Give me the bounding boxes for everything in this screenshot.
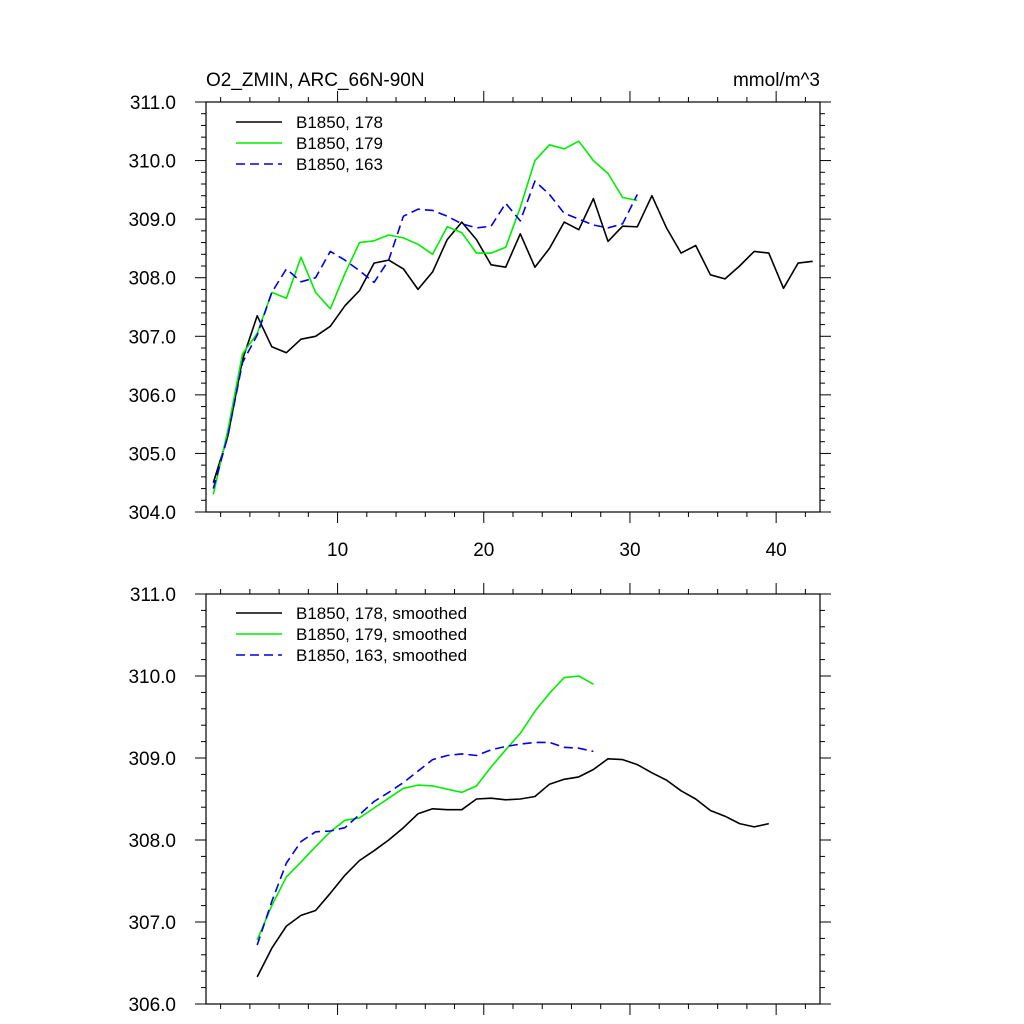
- y-tick-label: 309.0: [128, 749, 176, 770]
- bottom-panel: 306.0 307.0 308.0 309.0 310.0 311.0 B1850, 178…: [128, 583, 831, 1016]
- series-line-2: [212, 140, 638, 495]
- series-line-2: [256, 675, 594, 941]
- y-tick-label: 305.0: [128, 444, 176, 465]
- y-tick-label: 311.0: [130, 93, 176, 114]
- y-tick-label: 307.0: [128, 913, 176, 934]
- y-tick-label: 310.0: [128, 667, 176, 688]
- y-tick-label: 310.0: [128, 152, 176, 173]
- series-line-1: [256, 757, 769, 978]
- top-panel-units: mmol/m^3: [733, 70, 820, 91]
- y-tick-label: 308.0: [128, 831, 176, 852]
- y-tick-label: 309.0: [128, 210, 176, 231]
- y-tick-label: 311.0: [130, 585, 176, 606]
- series-line-3: [256, 741, 594, 946]
- legend-label-1: B1850, 178: [296, 113, 383, 132]
- x-tick-label: 10: [327, 540, 348, 561]
- legend-label-3: B1850, 163: [296, 155, 383, 174]
- legend-label-3: B1850, 163, smoothed: [296, 646, 467, 665]
- series-line-3: [212, 180, 639, 489]
- y-tick-label: 307.0: [128, 327, 176, 348]
- y-tick-label: 304.0: [128, 503, 176, 524]
- top-panel: O2_ZMIN, ARC_66N-90N mmol/m^3 10 20 30 40 30…: [128, 70, 831, 561]
- x-tick-label: 20: [473, 540, 494, 561]
- legend-label-2: B1850, 179: [296, 134, 383, 153]
- x-tick-label: 30: [619, 540, 640, 561]
- x-tick-label: 40: [766, 540, 787, 561]
- legend-label-1: B1850, 178, smoothed: [296, 604, 467, 623]
- series-line-1: [212, 194, 813, 483]
- top-panel-title: O2_ZMIN, ARC_66N-90N: [206, 70, 425, 91]
- y-tick-label: 306.0: [128, 386, 176, 407]
- y-tick-label: 308.0: [128, 269, 176, 290]
- legend-label-2: B1850, 179, smoothed: [296, 625, 467, 644]
- y-tick-label: 306.0: [128, 995, 176, 1016]
